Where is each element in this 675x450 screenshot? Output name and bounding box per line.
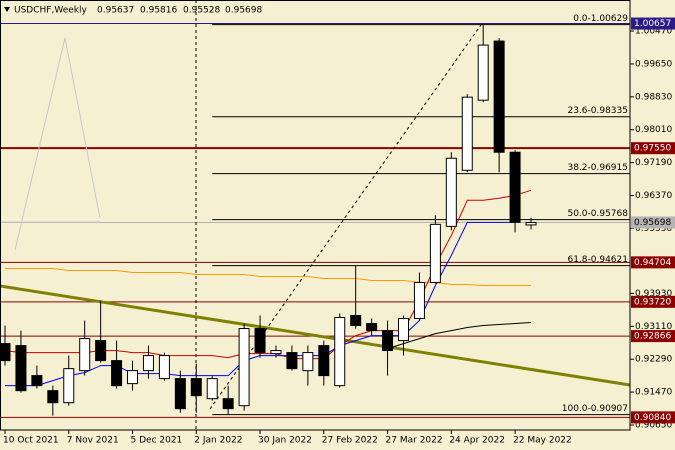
y-tick-label: 0.98010 <box>635 125 672 135</box>
header-low: 0.95528 <box>183 6 220 16</box>
header: USDCHF,Weekly 0.95637 0.95816 0.95528 0.… <box>4 6 262 16</box>
candle-body <box>429 223 441 283</box>
fib-level-label: 61.8-0.94621 <box>567 255 628 265</box>
candle-body <box>334 317 346 387</box>
y-tick-label: 0.96370 <box>635 191 672 201</box>
candle-body <box>190 378 202 397</box>
fib-level-label: 38.2-0.96915 <box>567 163 628 173</box>
candle-body <box>95 340 107 362</box>
candle-body <box>158 355 170 380</box>
x-tick-label: 10 Oct 2021 <box>3 436 59 446</box>
fib-level-label: 100.0-0.90907 <box>562 404 628 414</box>
y-tick-label: 0.97190 <box>635 158 672 168</box>
candle-body <box>461 96 473 171</box>
indicator-line <box>5 268 531 286</box>
candles-layer <box>0 24 537 416</box>
indicator-line <box>4 189 532 360</box>
candle-body <box>493 40 505 153</box>
candle-body <box>174 378 186 410</box>
y-tick-label: 0.93110 <box>635 322 672 332</box>
price-level-box <box>631 295 675 308</box>
candle-body <box>142 355 154 372</box>
price-level-label: 0.90840 <box>634 413 671 423</box>
fib-level-label: 0.0-1.00629 <box>573 14 628 24</box>
x-tick-label: 24 Apr 2022 <box>449 436 505 446</box>
header-high: 0.95816 <box>140 6 177 16</box>
candle-body <box>79 338 91 372</box>
x-tick-label: 27 Mar 2022 <box>386 436 443 446</box>
candle-body <box>525 221 537 226</box>
x-tick-label: 2 Jan 2022 <box>194 436 242 446</box>
candle-body <box>509 151 521 223</box>
header-arrow <box>4 7 10 12</box>
gray-indicator-line <box>14 37 101 251</box>
price-level-box <box>631 17 675 30</box>
price-level-label: 0.97550 <box>634 144 671 154</box>
candle-body <box>270 350 282 355</box>
header-open: 0.95637 <box>97 6 134 16</box>
header-close: 0.95698 <box>225 6 262 16</box>
candle-body <box>366 323 378 332</box>
indicator-line <box>387 322 532 350</box>
price-level-label: 0.92866 <box>634 332 671 342</box>
y-tick-label: 0.91470 <box>635 388 672 398</box>
plot-frame <box>0 0 631 431</box>
x-tick-label: 7 Nov 2021 <box>67 436 119 446</box>
y-tick-label: 0.92290 <box>635 355 672 365</box>
candle-body <box>222 398 234 410</box>
price-level-label: 0.93720 <box>634 297 671 307</box>
x-tick-label: 30 Jan 2022 <box>258 436 312 446</box>
x-tick-label: 27 Feb 2022 <box>322 436 378 446</box>
x-tick-label: 5 Dec 2021 <box>131 436 183 446</box>
y-tick-label: 1.00470 <box>635 27 672 37</box>
candle-body <box>238 328 250 407</box>
candle-body <box>63 368 75 404</box>
candle-body <box>0 343 11 362</box>
fib-level-label: 23.6-0.98335 <box>567 106 628 116</box>
price-level-box <box>631 142 675 155</box>
price-level-box <box>631 411 675 424</box>
candle-body <box>15 345 27 392</box>
price-level-box <box>631 216 675 229</box>
candle-body <box>445 157 457 227</box>
y-tick-label: 0.90650 <box>635 420 672 430</box>
candle-body <box>382 330 394 352</box>
x-tick-label: 22 May 2022 <box>513 436 572 446</box>
candle-body <box>477 44 489 101</box>
candle-body <box>31 375 43 387</box>
candle-body <box>111 360 123 387</box>
plot-area: 0.0-1.00629 23.6-0.98335 38.2-0.96915 50.0-… <box>0 0 630 430</box>
price-level-box <box>631 256 675 269</box>
fibonacci-layer: 0.0-1.00629 23.6-0.98335 38.2-0.96915 50.0-… <box>212 14 630 416</box>
candle-body <box>318 345 330 377</box>
candle-body <box>286 352 298 370</box>
fib-level-label: 50.0-0.95768 <box>567 209 628 219</box>
price-level-label: 1.00657 <box>634 19 671 29</box>
price-level-box <box>631 330 675 343</box>
trendline <box>0 284 630 387</box>
price-level-label: 0.94704 <box>634 258 671 268</box>
candle-body <box>398 318 409 342</box>
candle-body <box>47 390 59 404</box>
candle-body <box>350 315 362 327</box>
symbol-title: USDCHF,Weekly <box>14 6 87 16</box>
candle-body <box>206 378 218 400</box>
candle-body <box>413 281 425 320</box>
y-tick-label: 0.95550 <box>635 224 672 234</box>
y-tick-label: 0.98830 <box>635 92 672 102</box>
axis-layer: 1.00470 0.99650 0.98830 0.98010 0.97190 0.963… <box>3 17 675 446</box>
price-level-label: 0.95698 <box>634 218 671 228</box>
candle-body <box>127 370 139 385</box>
y-tick-label: 0.93930 <box>635 289 672 299</box>
candle-body <box>302 352 314 372</box>
y-tick-label: 0.99650 <box>635 59 672 69</box>
candle-body <box>254 328 266 354</box>
